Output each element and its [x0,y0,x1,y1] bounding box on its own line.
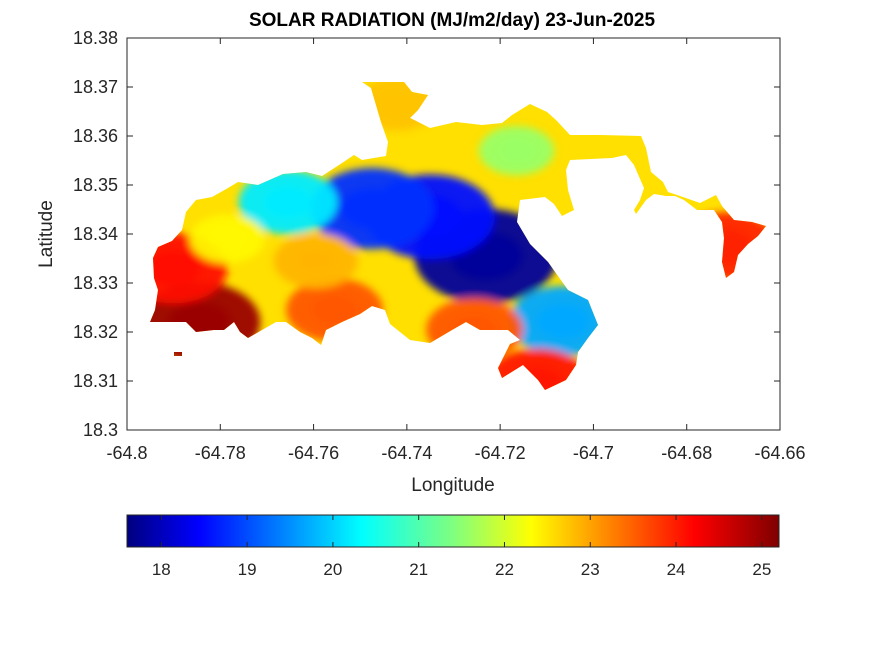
colorbar: 18 19 20 21 22 23 24 25 [126,514,780,579]
x-tick-label: -64.66 [754,443,805,463]
colorbar-tick-label: 23 [581,560,600,579]
x-tick-label: -64.74 [381,443,432,463]
colorbar-tick-label: 20 [323,560,342,579]
x-tick-label: -64.76 [288,443,339,463]
heatmap-feature-core [310,294,359,326]
x-tick-label: -64.68 [661,443,712,463]
y-tick-label: 18.3 [83,420,118,440]
y-tick-label: 18.37 [73,77,118,97]
y-tick-label: 18.34 [73,224,118,244]
y-axis-ticks: 18.3 18.31 18.32 18.33 18.34 18.35 18.36 18.37 1… [73,28,780,440]
colorbar-tick-label: 21 [409,560,428,579]
y-tick-label: 18.31 [73,371,118,391]
chart-title: SOLAR RADIATION (MJ/m2/day) 23-Jun-2025 [249,10,656,31]
colorbar-ticks: 18 19 20 21 22 23 24 25 [152,515,771,579]
y-tick-label: 18.33 [73,273,118,293]
x-axis-label: Longitude [411,475,494,496]
y-tick-label: 18.38 [73,28,118,48]
colorbar-tick-label: 19 [238,560,257,579]
y-tick-label: 18.32 [73,322,118,342]
y-tick-label: 18.35 [73,175,118,195]
heatmap-feature-core [208,226,247,252]
heatmap-feature-core [263,186,313,219]
heatmap-feature-core [150,250,201,286]
heatmap-feature-core [340,188,403,229]
colorbar-tick-label: 24 [667,560,686,579]
y-axis-label: Latitude [36,200,57,268]
colorbar-tick-label: 25 [752,560,771,579]
heatmap-feature-core [294,247,337,275]
heatmap-feature-core [376,90,419,118]
x-tick-label: -64.78 [195,443,246,463]
heatmap-feature-core [497,138,536,163]
colorbar-gradient [126,514,780,548]
x-tick-label: -64.7 [573,443,614,463]
colorbar-tick-label: 22 [495,560,514,579]
y-tick-label: 18.36 [73,126,118,146]
heatmap-feature-core [536,303,591,339]
x-axis-ticks: -64.8 -64.78 -64.76 -64.74 -64.72 -64.7 -64.68… [106,38,806,463]
colorbar-tick-label: 18 [152,560,171,579]
x-tick-label: -64.8 [106,443,147,463]
x-tick-label: -64.72 [475,443,526,463]
